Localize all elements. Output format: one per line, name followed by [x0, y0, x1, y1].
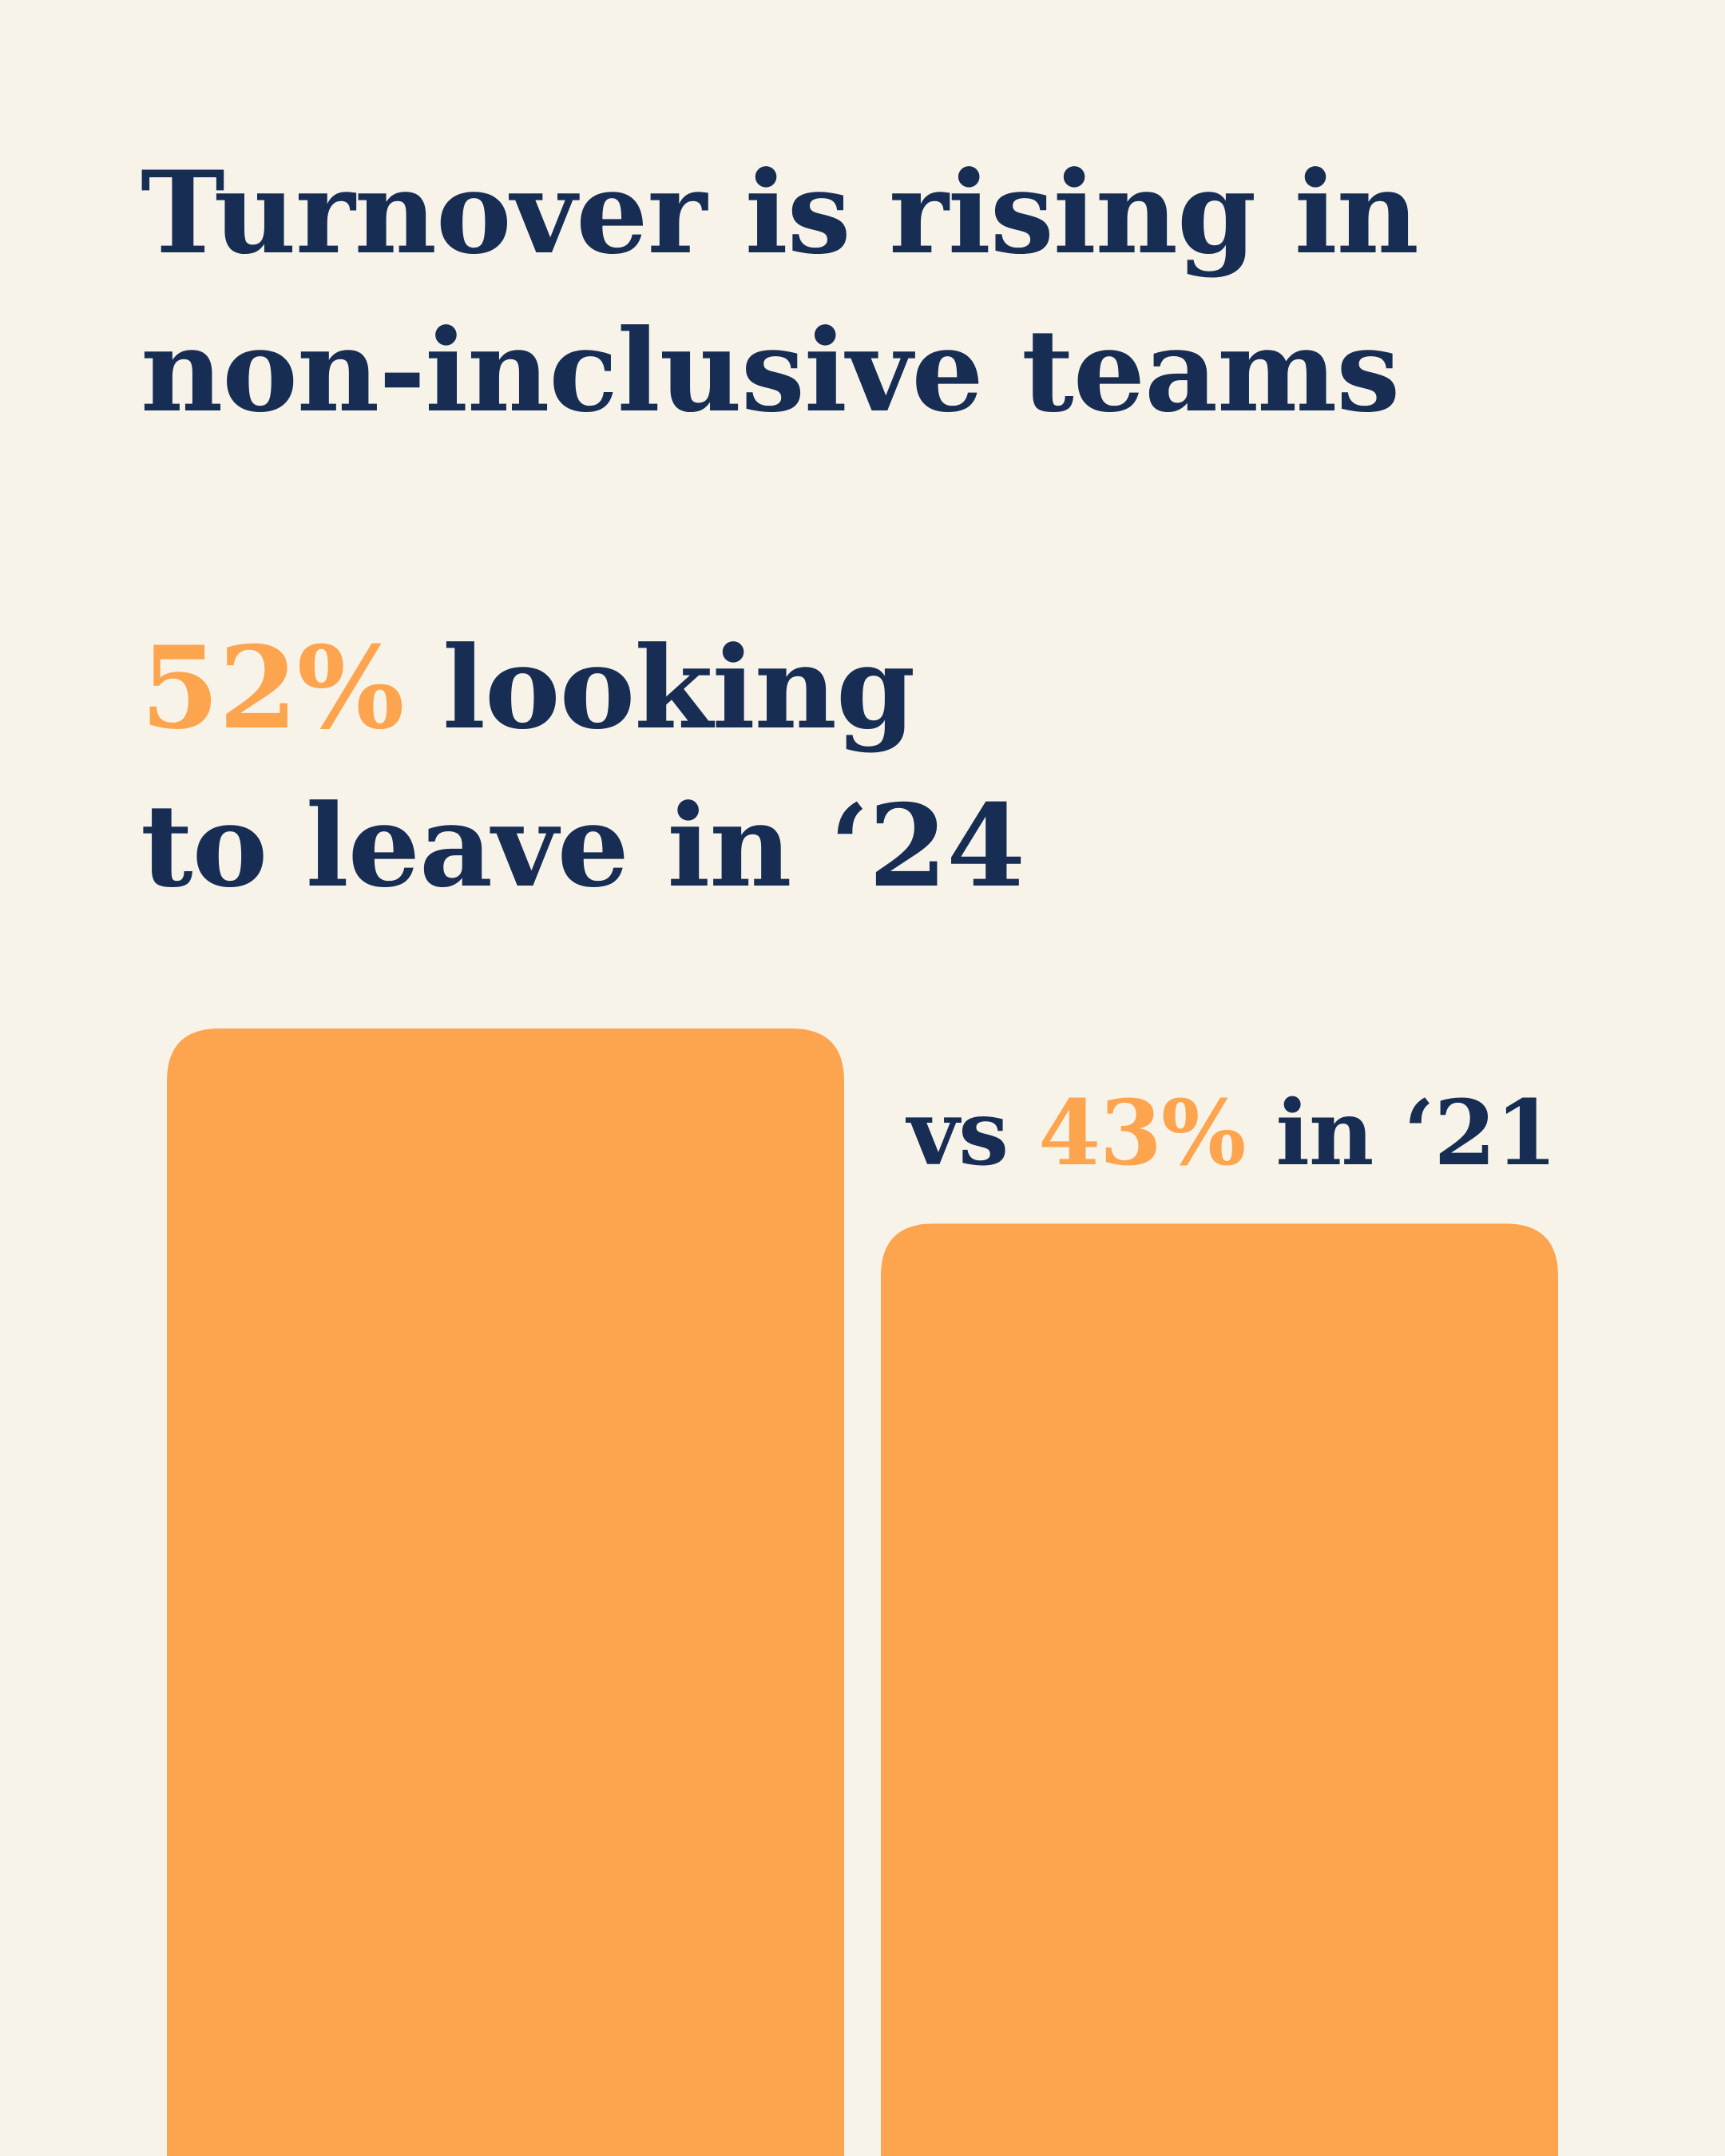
comparison-suffix: in ‘21 [1245, 1081, 1557, 1186]
headline-stat-text-2: to leave in ‘24 [141, 780, 1025, 913]
bar-1 [881, 1223, 1558, 2156]
title-line-1: Turnover is rising in [141, 147, 1419, 279]
comparison-label: vs 43% in ‘21 [907, 1078, 1594, 1190]
headline-stat-value: 52% [141, 622, 405, 755]
comparison-prefix: vs [907, 1081, 1039, 1186]
headline-stat: 52% looking to leave in ‘24 [141, 609, 1259, 925]
title-line-2: non-inclusive teams [141, 305, 1400, 438]
page-title: Turnover is rising in non-inclusive team… [141, 134, 1658, 450]
bar-0 [167, 1028, 844, 2156]
headline-stat-text-1: looking [403, 622, 915, 755]
comparison-value: 43% [1038, 1081, 1246, 1186]
